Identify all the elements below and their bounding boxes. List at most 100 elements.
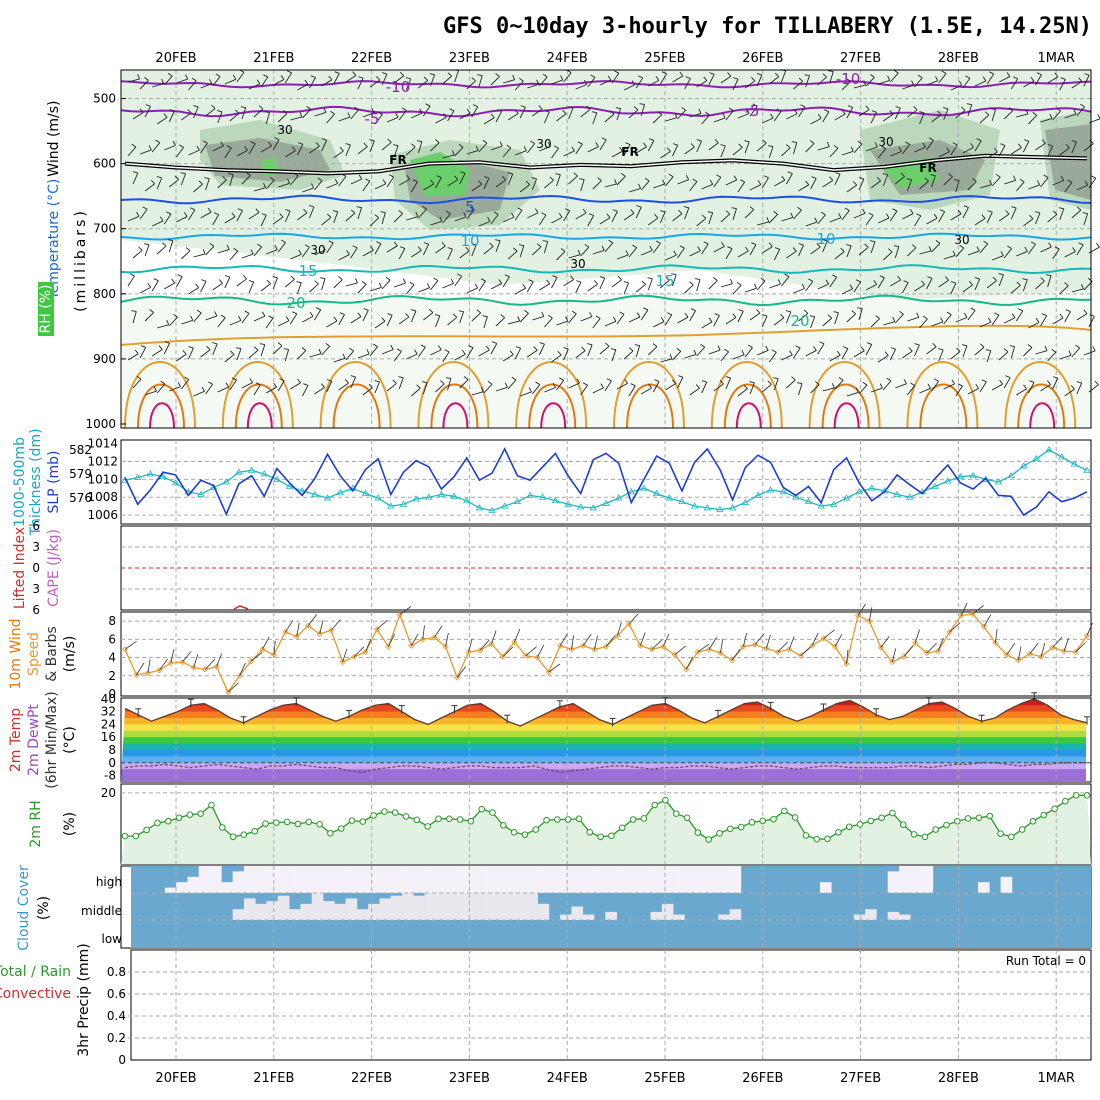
wind10-barb bbox=[949, 622, 961, 633]
wind-barb-flag bbox=[970, 307, 976, 311]
wind-barb bbox=[986, 73, 995, 85]
rh2m-point bbox=[802, 832, 810, 839]
wind-barb-flag bbox=[546, 279, 551, 285]
wind-barb bbox=[592, 180, 602, 190]
wind-barb-flag bbox=[430, 179, 435, 185]
wind-barb bbox=[478, 349, 490, 357]
cloud-cell bbox=[345, 866, 358, 893]
wind-barb bbox=[435, 117, 447, 124]
wind-barb bbox=[938, 349, 944, 362]
wind-barb bbox=[798, 184, 810, 192]
wind-barb-flag bbox=[797, 206, 802, 211]
wind-barb bbox=[878, 80, 890, 85]
wind-barb bbox=[568, 254, 581, 259]
wind-barb bbox=[604, 242, 614, 253]
wind-barb bbox=[1022, 279, 1028, 292]
wind-barb-flag bbox=[333, 316, 338, 322]
wind-barb-flag bbox=[1071, 140, 1077, 143]
rh2m-point bbox=[662, 796, 669, 804]
wind-barb bbox=[599, 277, 606, 290]
hot-contour bbox=[149, 402, 175, 429]
wind-barb-flag bbox=[749, 381, 755, 384]
rh2m-point bbox=[953, 817, 961, 825]
wind-barb-flag bbox=[946, 147, 950, 152]
cloud-low-label: low bbox=[102, 932, 123, 946]
thickness-point bbox=[754, 491, 762, 498]
wind-barb bbox=[285, 278, 295, 288]
wind-barb bbox=[1010, 207, 1017, 220]
wind-barb bbox=[894, 246, 900, 259]
wind10-point bbox=[728, 657, 736, 664]
wind-barb bbox=[805, 143, 815, 153]
wind-barb-flag bbox=[690, 143, 695, 148]
wind-barb bbox=[411, 250, 422, 258]
wind-barb-flag bbox=[709, 72, 715, 75]
wind-barb-flag bbox=[254, 346, 259, 351]
thickness-point bbox=[893, 490, 901, 497]
wind-barb-flag bbox=[1048, 242, 1052, 248]
wind-barb bbox=[713, 117, 726, 123]
wind-barb bbox=[660, 358, 673, 363]
wind-barb bbox=[749, 106, 758, 117]
wind10-point bbox=[385, 643, 392, 650]
wind10-point bbox=[1083, 632, 1091, 639]
wind-barb bbox=[974, 346, 985, 356]
wind-barb bbox=[418, 208, 427, 219]
slp-line bbox=[124, 447, 1088, 517]
wind-barb-flag bbox=[504, 274, 510, 278]
wind-barb-flag bbox=[916, 312, 920, 318]
wind-barb-flag bbox=[582, 382, 588, 386]
wind10-point bbox=[511, 639, 518, 646]
wind-barb-flag bbox=[310, 183, 315, 189]
wind-barb bbox=[260, 283, 271, 292]
wind-barb bbox=[297, 212, 308, 221]
wind-barb-flag bbox=[951, 379, 955, 385]
wind-barb bbox=[882, 251, 893, 261]
wind-barb bbox=[611, 279, 622, 288]
wind-barb-flag bbox=[542, 240, 548, 242]
wind-barb bbox=[398, 178, 411, 186]
wind10-barb bbox=[216, 653, 223, 667]
wind10-barb bbox=[491, 630, 497, 645]
wind-barb-flag bbox=[727, 72, 732, 77]
warm-contour bbox=[430, 383, 479, 429]
wind-barb-flag bbox=[522, 283, 527, 289]
wind-barb-flag bbox=[948, 173, 953, 178]
wind-barb-flag bbox=[232, 74, 237, 80]
rh2m-point bbox=[586, 828, 594, 836]
wind-barb bbox=[278, 320, 290, 327]
wind-barb-flag bbox=[652, 343, 658, 348]
wind-barb-flag bbox=[326, 213, 332, 218]
wind-barb-flag bbox=[669, 354, 673, 360]
wind-barb bbox=[398, 316, 410, 325]
wind-barb-flag bbox=[1070, 385, 1075, 390]
wind-barb bbox=[737, 250, 749, 258]
wind-barb bbox=[556, 380, 565, 391]
wind-barb bbox=[998, 351, 1009, 361]
temp-tick: 32 bbox=[101, 705, 116, 719]
wind-barb bbox=[502, 79, 515, 84]
wind10-point bbox=[144, 669, 151, 677]
thickness-tick: 582 bbox=[69, 443, 92, 457]
wind-barb bbox=[422, 244, 430, 256]
wind-barb-flag bbox=[740, 179, 745, 183]
wind-barb bbox=[193, 312, 202, 323]
thickness-point bbox=[1083, 466, 1091, 473]
cloud-cell bbox=[695, 866, 708, 893]
wind-barb bbox=[326, 183, 338, 189]
wind10-barb bbox=[147, 659, 151, 674]
wind-barb-flag bbox=[439, 216, 443, 222]
wind-barb-flag bbox=[771, 349, 777, 353]
wind-barb-flag bbox=[752, 103, 758, 107]
wind-barb-flag bbox=[743, 384, 748, 389]
wind-barb-flag bbox=[631, 80, 636, 85]
cloud-cell bbox=[334, 903, 346, 920]
wind-barb bbox=[749, 382, 755, 395]
cloud-cell bbox=[413, 866, 425, 893]
wind-barb-flag bbox=[613, 316, 617, 322]
wind-barb-flag bbox=[649, 138, 655, 141]
rh2m-point bbox=[381, 808, 388, 815]
wind-barb-flag bbox=[226, 145, 232, 149]
wind-barb-flag bbox=[719, 380, 724, 385]
wind-barb-flag bbox=[1035, 318, 1040, 323]
